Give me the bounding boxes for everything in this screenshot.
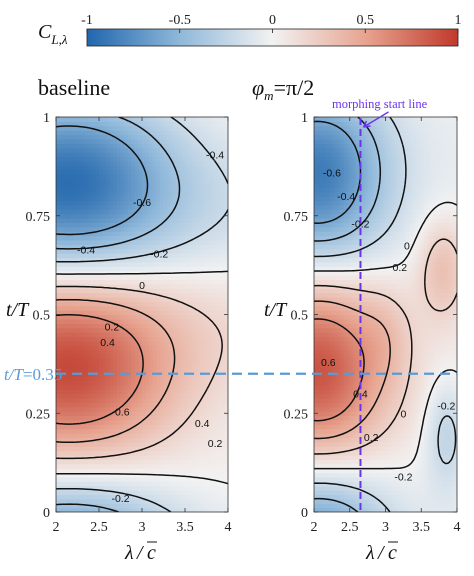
morphing-ytick-label: 0.75 <box>284 210 309 225</box>
reference-line: t/T=0.35 <box>4 365 457 384</box>
baseline-contour-label: -0.6 <box>133 197 151 209</box>
contours-baseline <box>56 117 228 512</box>
baseline-ytick-label: 0 <box>43 506 50 521</box>
baseline-xtick-label: 2.5 <box>90 520 108 535</box>
morphing-contour-label: -0.2 <box>394 471 412 483</box>
ylabel-baseline: t/T <box>6 299 30 321</box>
colorbar-tick-label: 1 <box>455 13 462 28</box>
xlabel-baseline: λ / c <box>124 541 157 564</box>
colorbar-tick-label: 0 <box>269 13 276 28</box>
morphing-ytick-label: 0.25 <box>284 407 309 422</box>
baseline-contour-label: 0.4 <box>100 337 115 349</box>
morphing-arrow <box>362 111 389 128</box>
morphing-contour-label: -0.2 <box>351 219 369 231</box>
xlabel-baseline-num: λ <box>124 542 134 564</box>
baseline-xtick-label: 4 <box>225 520 232 535</box>
morphing-ytick-label: 1 <box>301 111 308 126</box>
baseline-contour-label: -0.2 <box>150 248 168 260</box>
reference-line-label: t/T=0.35 <box>4 365 62 384</box>
baseline-contour-line <box>56 117 228 512</box>
baseline-xtick-label: 2 <box>53 520 60 535</box>
svg-text:/: / <box>136 542 145 564</box>
panel-morphing-title: φm=π/2 <box>252 75 314 103</box>
morphing-contour-label: -0.4 <box>337 191 355 203</box>
morphing-contour-label: 0.2 <box>364 432 379 444</box>
baseline-xtick-label: 3 <box>139 520 146 535</box>
baseline-contour-line <box>56 117 181 512</box>
baseline-contour-line <box>56 270 228 485</box>
colorbar-tick-label: 0.5 <box>357 13 375 28</box>
morphing-xtick-label: 2.5 <box>341 520 359 535</box>
xlabel-morphing-den: c <box>388 542 397 564</box>
morphing-xtick-label: 2 <box>311 520 318 535</box>
panel-morphing: φm=π/2 2 2.5 3 3.5 4 0 0.25 0.5 0.75 1 -0.6 -0.4 -0… <box>252 75 461 564</box>
colorbar-tick-label: -0.5 <box>169 13 191 28</box>
baseline-ytick-label: 0.25 <box>26 407 51 422</box>
morphing-contour-line <box>314 117 382 512</box>
baseline-contour-label: 0.4 <box>195 418 210 430</box>
morphing-contour-label: -0.2 <box>437 400 455 412</box>
baseline-contour-line <box>56 314 144 425</box>
morphing-contour-line <box>314 300 391 440</box>
ylabel-morphing: t/T <box>264 299 288 321</box>
baseline-contour-label: -0.6 <box>111 406 129 418</box>
xlabel-morphing: λ / c <box>365 541 398 564</box>
panel-baseline: baseline 2 2.5 3 3.5 4 0 0.25 0.5 0.75 1 -0.4 -0.6… <box>6 75 232 564</box>
baseline-contour-label: 0 <box>139 280 145 292</box>
baseline-ytick-label: 0.5 <box>33 309 51 324</box>
baseline-contour-label: -0.2 <box>111 493 129 505</box>
colorbar-tick-label: -1 <box>81 13 93 28</box>
morphing-contour-label: -0.6 <box>323 167 341 179</box>
baseline-contour-line <box>56 298 176 444</box>
colorbar-label: CL,λ <box>38 21 68 47</box>
baseline-contour-label: 0.2 <box>105 321 120 333</box>
baseline-contour-line <box>56 125 149 236</box>
baseline-contour-label: -0.4 <box>206 150 224 162</box>
baseline-xtick-label: 3.5 <box>176 520 194 535</box>
morphing-contour-line <box>314 201 457 470</box>
morphing-contour-line <box>314 117 457 512</box>
morphing-contour-line <box>314 318 365 422</box>
morphing-ytick-label: 0 <box>301 506 308 521</box>
morphing-xtick-label: 3.5 <box>413 520 431 535</box>
contours-morphing <box>314 117 457 512</box>
morphing-contour-label: 0.6 <box>321 357 336 369</box>
morphing-xtick-label: 4 <box>454 520 461 535</box>
baseline-contour-label: -0.4 <box>77 244 95 256</box>
xlabel-baseline-den: c <box>147 542 156 564</box>
colorbar: -1 -0.5 0 0.5 1 CL,λ <box>38 13 462 47</box>
baseline-ytick-label: 1 <box>43 111 50 126</box>
morphing-xtick-label: 3 <box>382 520 389 535</box>
morphing-contour-label: 0 <box>404 240 410 252</box>
morphing-contour-label: 0.2 <box>392 262 407 274</box>
panel-baseline-title: baseline <box>38 75 110 100</box>
baseline-ytick-label: 0.75 <box>26 210 51 225</box>
baseline-contour-label: 0.2 <box>208 438 223 450</box>
morphing-start-label: morphing start line <box>332 97 428 111</box>
morphing-ytick-label: 0.5 <box>291 309 309 324</box>
morphing-contour-line <box>314 238 457 455</box>
baseline-contour-line <box>56 285 223 460</box>
morphing-contour-label: 0 <box>400 408 406 420</box>
xlabel-morphing-num: λ <box>365 542 375 564</box>
